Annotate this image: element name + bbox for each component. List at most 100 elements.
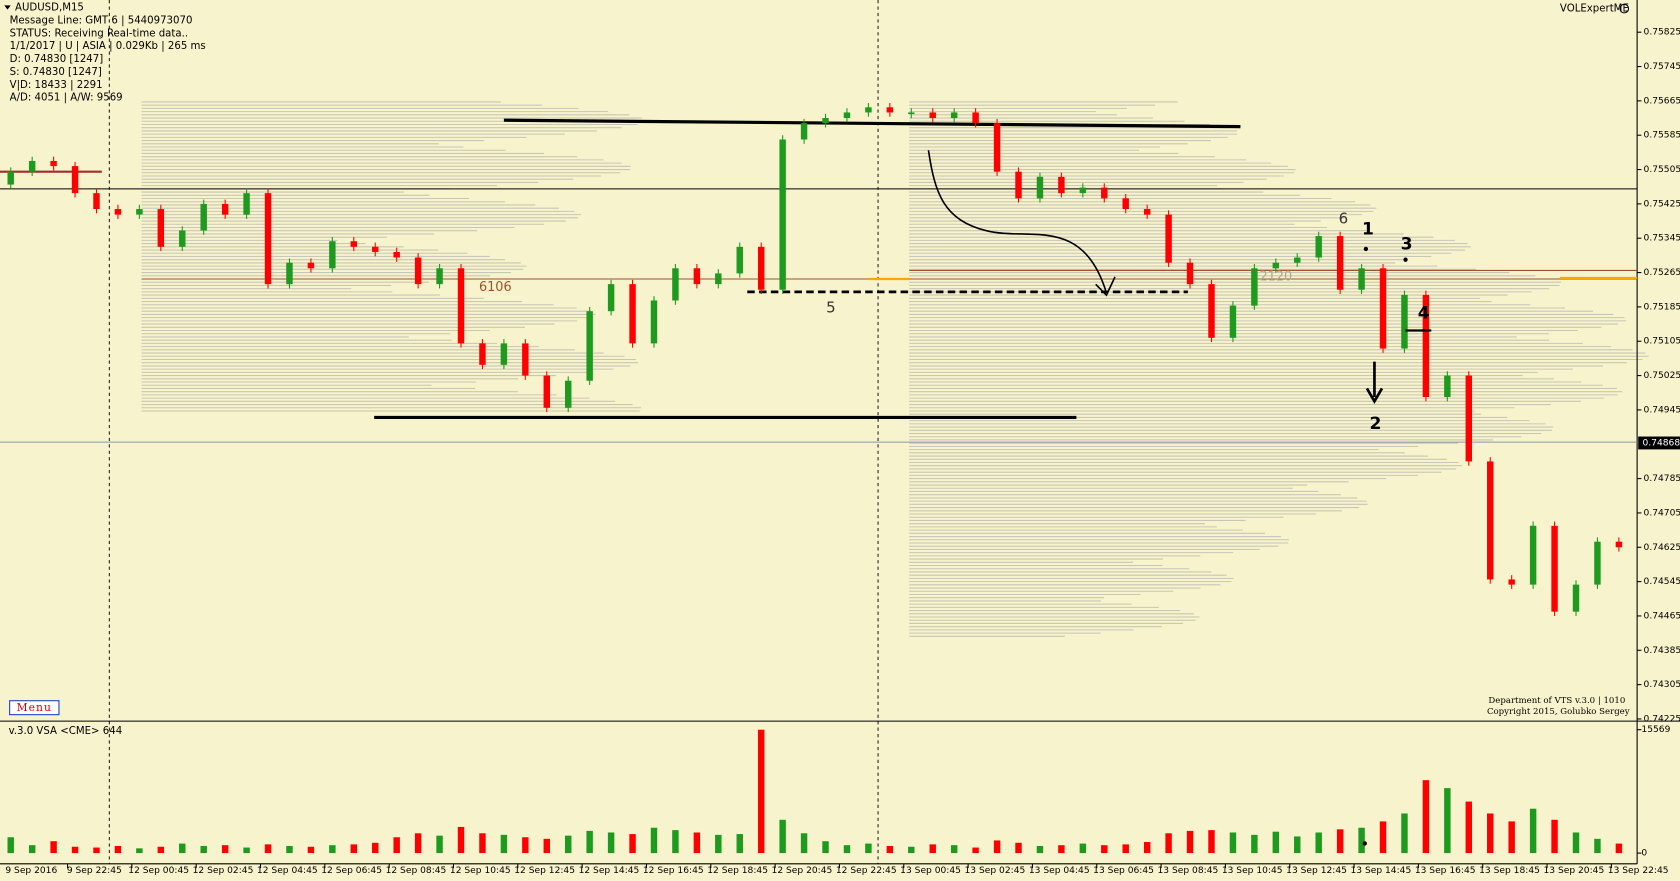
x-tick-label: 13 Sep 10:45 bbox=[1222, 866, 1283, 876]
y-tick-label: 0.75345 bbox=[1644, 234, 1680, 244]
candle-body bbox=[286, 262, 293, 285]
candle-body bbox=[1122, 198, 1129, 210]
x-tick-label: 13 Sep 16:45 bbox=[1415, 866, 1476, 876]
volume-bar bbox=[1015, 842, 1022, 854]
annotation: 1 bbox=[1362, 220, 1374, 240]
y-tick-label: 0.75745 bbox=[1644, 62, 1680, 72]
y-tick-label: 0.75425 bbox=[1644, 199, 1680, 209]
volume-bar bbox=[522, 837, 529, 854]
volume-bar bbox=[1615, 843, 1623, 854]
volume-bar bbox=[779, 819, 786, 854]
candle-body bbox=[950, 112, 958, 119]
annotation: 6106 bbox=[479, 280, 512, 295]
x-tick-label: 12 Sep 08:45 bbox=[386, 866, 447, 876]
info-line: AUDUSD,M15 bbox=[15, 3, 84, 14]
candle-body bbox=[800, 123, 808, 140]
x-tick-label: 12 Sep 16:45 bbox=[643, 866, 704, 876]
volume-bar bbox=[93, 847, 100, 854]
annotation: 5 bbox=[826, 298, 836, 316]
volume-bar bbox=[200, 845, 207, 854]
candle-body bbox=[1036, 176, 1044, 199]
y-tick-label: 0.75505 bbox=[1644, 165, 1680, 175]
volume-bar bbox=[136, 848, 143, 854]
x-tick-label: 12 Sep 12:45 bbox=[514, 866, 575, 876]
candle-body bbox=[1015, 171, 1022, 199]
volume-bar bbox=[1122, 844, 1129, 854]
y-tick-label: 0.74945 bbox=[1644, 405, 1680, 415]
y-tick-label: 0.74545 bbox=[1644, 577, 1680, 587]
volume-bar bbox=[1529, 808, 1537, 854]
x-tick-label: 13 Sep 08:45 bbox=[1158, 866, 1219, 876]
volume-bar bbox=[329, 845, 336, 854]
x-tick-label: 13 Sep 06:45 bbox=[1093, 866, 1154, 876]
candle-body bbox=[1079, 187, 1087, 194]
volume-bar bbox=[1379, 821, 1387, 854]
annotation: 2120 bbox=[1259, 269, 1292, 284]
x-tick-label: 12 Sep 10:45 bbox=[450, 866, 511, 876]
volume-tick-label: 0 bbox=[1641, 849, 1647, 859]
candle-body bbox=[1208, 284, 1215, 338]
volume-bar bbox=[607, 832, 615, 854]
volume-bar bbox=[1508, 821, 1515, 854]
volume-bar bbox=[1165, 833, 1172, 854]
annotation: 4 bbox=[1418, 303, 1430, 323]
y-tick-label: 0.75185 bbox=[1644, 302, 1680, 312]
y-tick-label: 0.74305 bbox=[1644, 680, 1680, 690]
candle-body bbox=[157, 209, 165, 247]
candle-body bbox=[1336, 236, 1344, 290]
volume-title: v.3.0 VSA <CME> 644 bbox=[9, 726, 123, 737]
candle-body bbox=[1315, 236, 1322, 258]
x-tick-label: 12 Sep 04:45 bbox=[257, 866, 318, 876]
candle-body bbox=[1615, 541, 1623, 548]
candle-body bbox=[1229, 305, 1237, 338]
y-tick-label: 0.74225 bbox=[1644, 714, 1680, 724]
candle-body bbox=[307, 262, 315, 269]
info-line: STATUS: Receiving Real-time data.. bbox=[10, 28, 188, 39]
volume-bar bbox=[1036, 845, 1044, 854]
annotation: 6 bbox=[1339, 209, 1349, 227]
volume-bar bbox=[1101, 845, 1108, 854]
candle-body bbox=[1401, 294, 1408, 349]
candle-body bbox=[1572, 584, 1580, 612]
candle-body bbox=[886, 107, 894, 113]
volume-bar bbox=[28, 845, 36, 854]
candle-body bbox=[93, 193, 100, 210]
current-price-box bbox=[1638, 436, 1680, 450]
candle-body bbox=[28, 160, 36, 172]
x-tick-label: 12 Sep 02:45 bbox=[193, 866, 254, 876]
curved-arrow bbox=[927, 150, 1108, 294]
volume-bar bbox=[500, 834, 508, 854]
candle-body bbox=[629, 284, 636, 344]
arrow-head bbox=[1365, 387, 1384, 404]
candle-body bbox=[1379, 268, 1387, 349]
x-tick-label: 9 Sep 22:45 bbox=[67, 866, 122, 876]
info-line: A/D: 4051 | A/W: 9569 bbox=[10, 93, 123, 104]
volume-bar bbox=[672, 830, 679, 854]
footer-line: Copyright 2015, Golubko Sergey bbox=[1487, 707, 1630, 717]
candle-body bbox=[1422, 294, 1430, 398]
volume-tick-label: 15569 bbox=[1641, 725, 1670, 735]
candle-body bbox=[500, 343, 508, 365]
candle-body bbox=[436, 268, 443, 285]
x-tick-label: 13 Sep 02:45 bbox=[965, 866, 1026, 876]
candle-body bbox=[7, 171, 14, 185]
menu-button[interactable] bbox=[9, 700, 60, 716]
candle-body bbox=[908, 112, 915, 115]
candle-body bbox=[114, 209, 122, 215]
y-tick-label: 0.74705 bbox=[1644, 508, 1680, 518]
volume-bar bbox=[372, 842, 379, 854]
volume-bar bbox=[822, 841, 829, 854]
candle-body bbox=[865, 107, 872, 113]
candle-body bbox=[1186, 262, 1194, 285]
x-tick-label: 13 Sep 22:45 bbox=[1608, 866, 1669, 876]
volume-bar bbox=[114, 845, 122, 854]
candle-body bbox=[779, 139, 786, 290]
volume-bar bbox=[1294, 836, 1301, 854]
menu-label[interactable]: Menu bbox=[17, 701, 52, 714]
y-tick-label: 0.75025 bbox=[1644, 371, 1680, 381]
volume-bar bbox=[479, 833, 486, 854]
candle-body bbox=[543, 375, 550, 408]
candle-body bbox=[993, 123, 1001, 172]
volume-bar bbox=[629, 834, 636, 854]
